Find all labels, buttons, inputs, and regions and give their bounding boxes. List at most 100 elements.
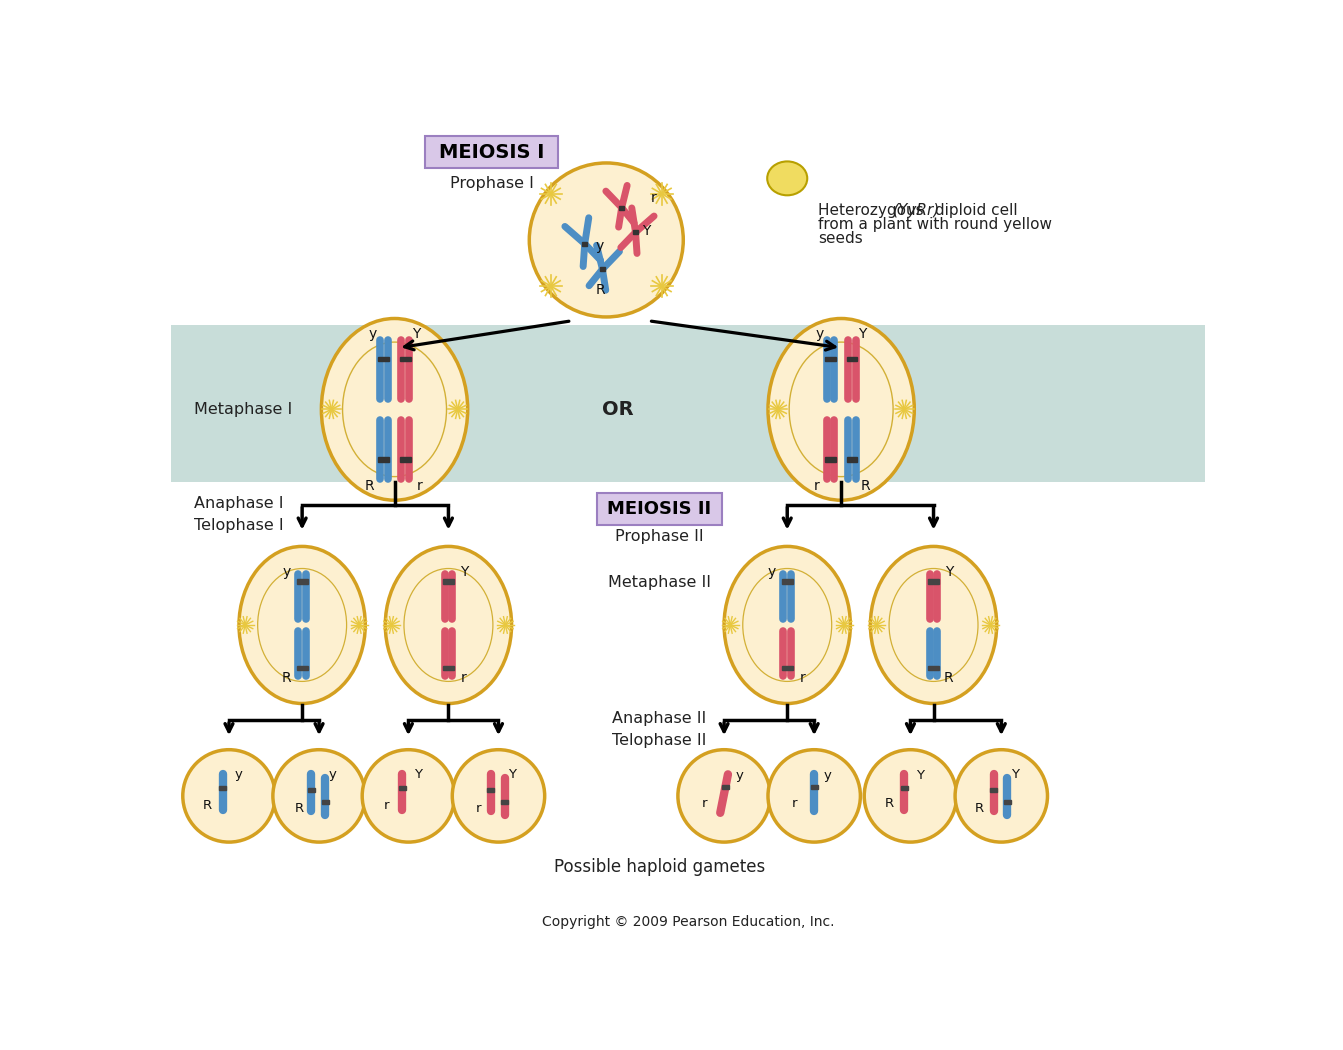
Text: Possible haploid gametes: Possible haploid gametes (553, 858, 766, 876)
Text: Y: Y (412, 327, 420, 341)
Bar (928, 580, 939, 584)
Text: diploid cell: diploid cell (929, 203, 1017, 218)
Text: y: y (768, 565, 776, 579)
Ellipse shape (678, 750, 771, 842)
Text: R: R (365, 480, 375, 494)
Text: MEIOSIS I: MEIOSIS I (439, 144, 544, 163)
Text: r: r (701, 797, 706, 811)
Bar (600, 268, 606, 271)
Text: (YyRr): (YyRr) (893, 203, 940, 218)
Text: Metaphase II: Metaphase II (608, 575, 710, 590)
Text: R: R (203, 799, 212, 812)
Bar (811, 784, 818, 789)
Bar (723, 784, 729, 789)
Ellipse shape (767, 162, 807, 195)
Bar (488, 788, 494, 792)
Bar (379, 458, 389, 462)
Bar (825, 458, 835, 462)
Text: y: y (329, 768, 337, 781)
Text: R: R (595, 284, 604, 297)
Text: Prophase I: Prophase I (450, 176, 533, 191)
Text: from a plant with round yellow: from a plant with round yellow (818, 217, 1052, 232)
Bar (219, 786, 226, 790)
Text: R: R (975, 802, 984, 815)
Bar (297, 580, 308, 584)
Ellipse shape (768, 750, 861, 842)
Text: Y: Y (509, 768, 516, 781)
FancyBboxPatch shape (598, 492, 721, 525)
Text: seeds: seeds (818, 231, 862, 246)
Text: Y: Y (858, 327, 866, 341)
Text: Anaphase II
Telophase II: Anaphase II Telophase II (612, 711, 706, 749)
Text: r: r (416, 480, 422, 494)
Text: Y: Y (414, 768, 422, 781)
Ellipse shape (529, 163, 684, 317)
Text: Y: Y (459, 565, 467, 579)
Bar (901, 786, 908, 790)
Text: Y: Y (916, 770, 924, 782)
Text: r: r (651, 191, 657, 205)
Bar (633, 230, 638, 234)
Text: R: R (884, 797, 893, 811)
Bar (443, 666, 454, 671)
Text: r: r (475, 802, 481, 815)
Bar (400, 357, 411, 361)
Ellipse shape (239, 546, 365, 704)
Bar (399, 786, 406, 790)
Text: y: y (815, 327, 823, 341)
Bar (846, 357, 857, 361)
Bar (297, 666, 308, 671)
Text: r: r (384, 799, 389, 812)
Ellipse shape (183, 750, 275, 842)
Text: MEIOSIS II: MEIOSIS II (607, 501, 712, 519)
Text: Copyright © 2009 Pearson Education, Inc.: Copyright © 2009 Pearson Education, Inc. (541, 916, 834, 929)
Bar (782, 580, 792, 584)
Ellipse shape (385, 546, 512, 704)
Ellipse shape (724, 546, 850, 704)
Text: Y: Y (642, 224, 650, 237)
Ellipse shape (870, 546, 997, 704)
Text: R: R (944, 671, 954, 686)
Text: Heterozygous: Heterozygous (818, 203, 928, 218)
Text: y: y (234, 768, 242, 781)
Bar (322, 800, 329, 804)
Text: Anaphase I
Telophase I: Anaphase I Telophase I (195, 496, 283, 532)
Text: Metaphase I: Metaphase I (195, 402, 293, 417)
Bar (400, 458, 411, 462)
Bar (928, 666, 939, 671)
Ellipse shape (955, 750, 1048, 842)
Bar (501, 800, 508, 804)
Bar (825, 357, 835, 361)
Text: Prophase II: Prophase II (615, 529, 704, 544)
FancyBboxPatch shape (426, 136, 557, 168)
Text: r: r (461, 671, 467, 686)
Text: R: R (282, 671, 291, 686)
Text: R: R (294, 802, 304, 815)
Bar (582, 242, 587, 246)
Text: r: r (791, 797, 796, 811)
Ellipse shape (453, 750, 545, 842)
Ellipse shape (768, 318, 915, 500)
Bar (846, 458, 857, 462)
Text: y: y (825, 770, 831, 782)
Bar (379, 357, 389, 361)
Bar (990, 788, 997, 792)
Text: Y: Y (1011, 768, 1019, 781)
Ellipse shape (865, 750, 956, 842)
Text: r: r (814, 480, 819, 494)
Text: r: r (800, 671, 806, 686)
Bar (443, 580, 454, 584)
Ellipse shape (363, 750, 454, 842)
Bar (1005, 800, 1011, 804)
Text: y: y (282, 565, 291, 579)
Bar (619, 206, 624, 210)
Bar (782, 666, 792, 671)
Text: y: y (736, 770, 744, 782)
Bar (308, 788, 314, 792)
Text: R: R (861, 480, 870, 494)
Text: y: y (369, 327, 377, 341)
Ellipse shape (273, 750, 365, 842)
Text: OR: OR (602, 400, 634, 419)
Ellipse shape (321, 318, 467, 500)
Text: Y: Y (944, 565, 954, 579)
